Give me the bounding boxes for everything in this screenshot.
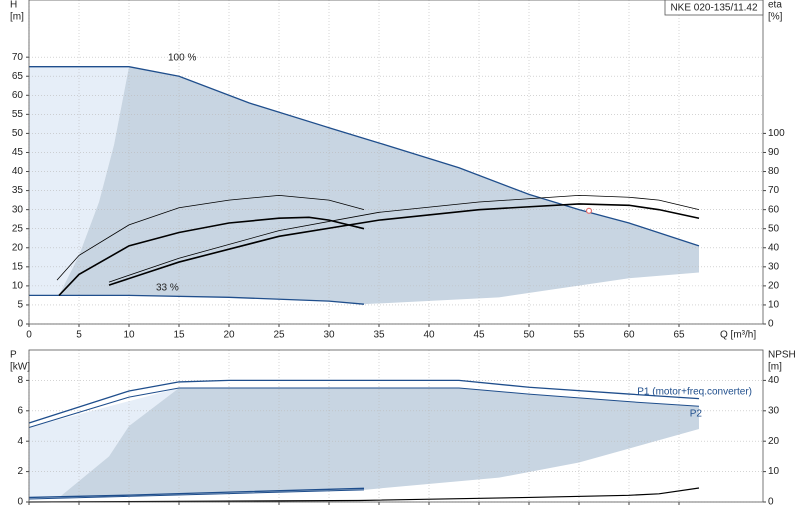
- y-axis-label: P: [10, 350, 17, 361]
- plot-frame: [28, 0, 764, 325]
- duty-point: [585, 207, 593, 214]
- curve: [108, 194, 700, 283]
- y-tick-label: 0: [17, 319, 23, 330]
- x-tick-label: 0: [26, 330, 32, 341]
- y-tick-label: 6: [17, 405, 23, 416]
- y2-tick-label: 70: [768, 185, 780, 196]
- y-tick-label: 50: [12, 128, 24, 139]
- y2-axis-label: eta: [768, 0, 782, 11]
- x-tick-label: 45: [473, 330, 485, 341]
- y-tick-label: 35: [12, 185, 24, 196]
- x-tick-label: 60: [623, 330, 635, 341]
- y2-tick-label: 90: [768, 147, 780, 158]
- y2-tick-label: 80: [768, 166, 780, 177]
- x-tick-label: 50: [523, 330, 535, 341]
- curve: [28, 489, 365, 500]
- y2-axis-label: [%]: [768, 12, 783, 23]
- y-tick-label: 8: [17, 375, 23, 386]
- y-tick-label: 2: [17, 466, 23, 477]
- y2-tick-label: 0: [768, 319, 774, 330]
- y2-tick-label: 0: [768, 497, 774, 508]
- curve-label: 100 %: [168, 53, 196, 64]
- y-tick-label: 0: [17, 497, 23, 508]
- y-tick-label: 40: [12, 166, 24, 177]
- curve: [29, 66, 700, 247]
- chart-title: NKE 020-135/11.42: [670, 3, 758, 14]
- y-tick-label: 4: [17, 436, 23, 447]
- operating-area: [59, 66, 699, 305]
- curve: [28, 379, 700, 424]
- y2-tick-label: 10: [768, 466, 780, 477]
- y2-tick-label: 30: [768, 261, 780, 272]
- curve: [29, 294, 365, 305]
- curve: [56, 194, 365, 281]
- x-tick-label: 35: [373, 330, 385, 341]
- y2-tick-label: 40: [768, 375, 780, 386]
- operating-area: [29, 388, 179, 499]
- y-tick-label: 5: [17, 300, 23, 311]
- y-tick-label: 15: [12, 261, 24, 272]
- y2-axis-label: [m]: [768, 362, 782, 373]
- y-tick-label: 25: [12, 223, 24, 234]
- y-axis-label: H: [10, 0, 17, 11]
- curve: [28, 487, 700, 503]
- x-tick-label: 40: [423, 330, 435, 341]
- y-axis-label: [m]: [10, 12, 24, 23]
- y-tick-label: 30: [12, 204, 24, 215]
- x-tick-label: 55: [573, 330, 585, 341]
- y2-tick-label: 50: [768, 223, 780, 234]
- x-tick-label: 20: [223, 330, 235, 341]
- y2-tick-label: 100: [768, 128, 785, 139]
- y2-tick-label: 30: [768, 405, 780, 416]
- operating-area: [59, 388, 699, 498]
- y2-tick-label: 20: [768, 436, 780, 447]
- y-tick-label: 10: [12, 281, 24, 292]
- y2-tick-label: 40: [768, 242, 780, 253]
- y2-tick-label: 20: [768, 281, 780, 292]
- x-tick-label: 30: [323, 330, 335, 341]
- y2-tick-label: 10: [768, 300, 780, 311]
- y-axis-label: [kW]: [10, 362, 30, 373]
- curve: [108, 203, 700, 286]
- x-tick-label: 15: [173, 330, 185, 341]
- y-tick-label: 55: [12, 109, 24, 120]
- x-tick-label: 10: [123, 330, 135, 341]
- curve: [58, 216, 365, 296]
- x-tick-label: 5: [76, 330, 82, 341]
- title-box: [664, 0, 764, 16]
- operating-area: [29, 66, 129, 296]
- y-tick-label: 65: [12, 71, 24, 82]
- x-tick-label: 65: [673, 330, 685, 341]
- y-tick-label: 45: [12, 147, 24, 158]
- y2-tick-label: 60: [768, 204, 780, 215]
- curve-label: P1 (motor+freq.converter): [637, 387, 752, 398]
- y-tick-label: 70: [12, 52, 24, 63]
- y-tick-label: 60: [12, 90, 24, 101]
- y-tick-label: 20: [12, 242, 24, 253]
- x-axis-label: Q [m³/h]: [720, 330, 756, 341]
- y2-axis-label: NPSH: [768, 350, 796, 361]
- curve: [28, 487, 365, 499]
- curve: [28, 387, 700, 428]
- curve-label: P2: [690, 409, 703, 420]
- plot-frame: [28, 349, 764, 503]
- curve-label: 33 %: [156, 283, 179, 294]
- x-tick-label: 25: [273, 330, 285, 341]
